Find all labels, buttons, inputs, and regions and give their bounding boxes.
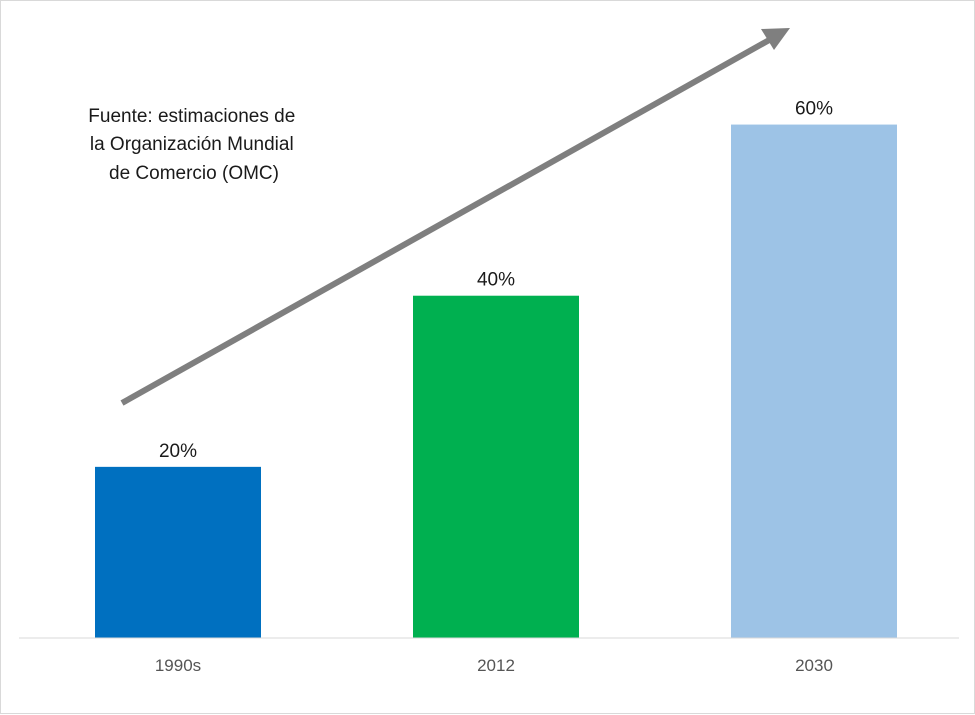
bar-2030: [731, 124, 897, 639]
x-tick-label-2030: 2030: [795, 656, 833, 675]
trend-arrow-head: [761, 28, 790, 50]
source-note-line-2: la Organización Mundial: [90, 134, 294, 155]
bar-1990s: [95, 466, 261, 638]
source-note: Fuente: estimaciones de la Organización …: [88, 106, 299, 184]
source-note-line-3: de Comercio (OMC): [109, 163, 279, 184]
trend-arrow-icon: [120, 28, 790, 406]
x-tick-label-1990s: 1990s: [155, 656, 201, 675]
labels-layer: 20% 40% 60%: [159, 99, 833, 462]
bar-2012: [413, 295, 579, 638]
data-label-2012: 40%: [477, 270, 515, 291]
data-label-2030: 60%: [795, 99, 833, 120]
source-note-line-1: Fuente: estimaciones de: [88, 106, 295, 127]
x-axis-ticks: 1990s 2012 2030: [155, 656, 833, 675]
x-tick-label-2012: 2012: [477, 656, 515, 675]
trend-arrow-shaft: [120, 36, 773, 406]
bars-layer: [95, 124, 897, 639]
data-label-1990s: 20%: [159, 441, 197, 462]
